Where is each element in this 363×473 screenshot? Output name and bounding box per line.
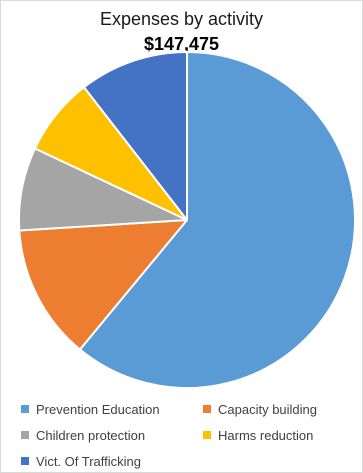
chart-legend: Prevention Education Capacity building C…: [0, 396, 363, 473]
legend-label: Children protection: [36, 427, 146, 443]
chart-title: Expenses by activity: [99, 9, 264, 29]
legend-swatch: [203, 431, 211, 439]
pie-slice-vict-of-trafficking: [83, 51, 188, 221]
legend-item-children-protection: Children protection: [21, 425, 145, 445]
chart-subtitle: $147,475: [143, 34, 220, 54]
legend-item-capacity-building: Capacity building: [203, 399, 317, 419]
legend-item-prevention-education: Prevention Education: [21, 399, 160, 419]
pie-slice-capacity-building: [18, 219, 188, 351]
legend-swatch: [21, 405, 29, 413]
legend-label: Capacity building: [218, 401, 318, 417]
legend-item-vict-of-trafficking: Vict. Of Trafficking: [21, 451, 141, 471]
legend-label: Prevention Education: [36, 401, 160, 417]
legend-label: Harms reduction: [218, 427, 314, 443]
pie-slice-prevention-education: [78, 51, 356, 389]
legend-item-harms-reduction: Harms reduction: [203, 425, 313, 445]
pie-chart: [17, 51, 356, 389]
legend-swatch: [21, 457, 29, 465]
legend-swatch: [21, 431, 29, 439]
legend-swatch: [203, 405, 211, 413]
legend-label: Vict. Of Trafficking: [36, 453, 142, 469]
